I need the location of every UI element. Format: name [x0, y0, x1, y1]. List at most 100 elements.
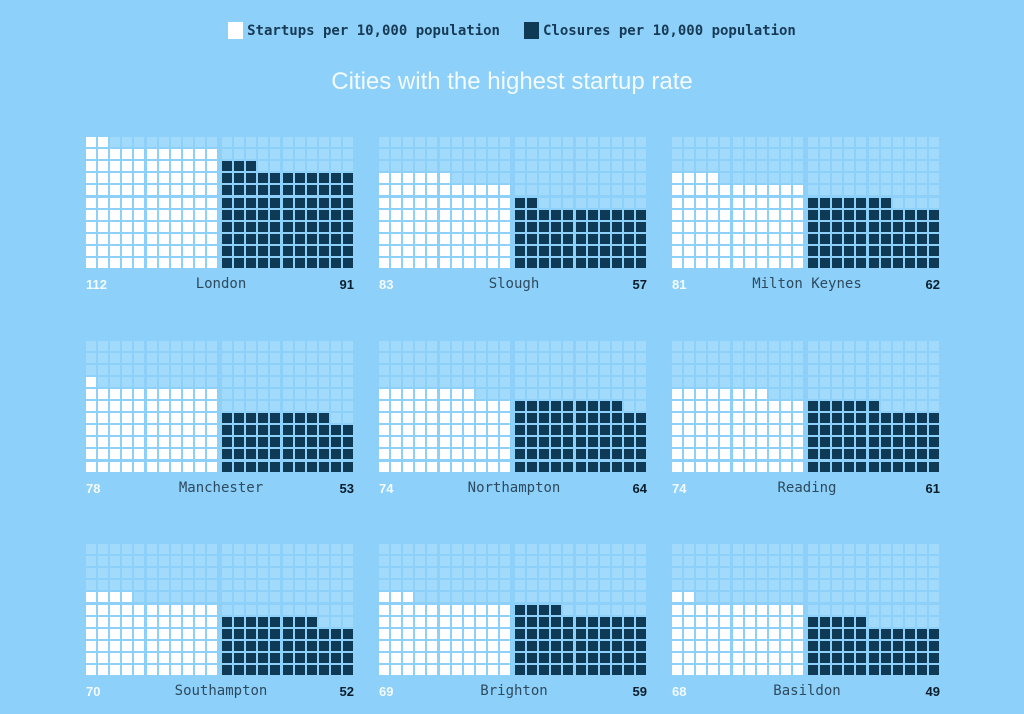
closures-cell — [868, 461, 879, 472]
startups-cell — [780, 652, 791, 663]
empty-cell — [270, 376, 281, 387]
startups-cell — [122, 592, 133, 603]
startups-cell — [500, 652, 510, 663]
closures-cell — [294, 665, 305, 675]
empty-cell — [415, 376, 426, 387]
startups-cell — [696, 258, 707, 268]
empty-cell — [551, 544, 562, 554]
closures-cell — [306, 665, 317, 675]
closures-cell — [563, 616, 574, 627]
startups-cell — [780, 413, 791, 424]
startups-cell — [427, 197, 438, 208]
startups-cell — [110, 161, 121, 172]
startups-cell — [391, 665, 402, 675]
startups-cell — [427, 449, 438, 460]
empty-cell — [306, 137, 317, 147]
empty-cell — [134, 544, 145, 554]
city-name: Manchester — [178, 479, 264, 496]
empty-cell — [343, 340, 353, 351]
startups-cell — [207, 604, 217, 615]
empty-cell — [527, 352, 538, 363]
closures-cell — [599, 425, 610, 436]
startups-cell — [672, 640, 682, 651]
startups-cell — [684, 652, 695, 663]
empty-cell — [306, 340, 317, 351]
startups-cell — [170, 173, 181, 184]
startups-cell — [379, 197, 389, 208]
closures-cell — [808, 233, 818, 244]
empty-cell — [623, 604, 634, 615]
startups-cell — [86, 413, 96, 424]
closures-cell — [587, 413, 598, 424]
startups-cell — [500, 185, 510, 196]
closures-cell — [808, 437, 818, 448]
empty-cell — [391, 352, 402, 363]
empty-cell — [575, 592, 586, 603]
empty-cell — [246, 592, 257, 603]
empty-cell — [768, 388, 779, 399]
empty-cell — [463, 352, 474, 363]
startups-cell — [684, 592, 695, 603]
empty-cell — [207, 376, 217, 387]
startups-cell — [768, 258, 779, 268]
empty-cell — [234, 340, 245, 351]
startups-cell — [379, 628, 389, 639]
closures-cell — [306, 209, 317, 220]
startups-cell — [439, 652, 450, 663]
empty-cell — [294, 592, 305, 603]
closures-cell — [222, 449, 232, 460]
empty-cell — [672, 544, 682, 554]
startups-cell — [86, 652, 96, 663]
closures-cell — [868, 449, 879, 460]
empty-cell — [892, 161, 903, 172]
empty-cell — [636, 197, 646, 208]
closures-cell — [270, 258, 281, 268]
closures-cell — [294, 449, 305, 460]
empty-cell — [222, 364, 232, 375]
startups-cell — [427, 425, 438, 436]
empty-cell — [330, 161, 341, 172]
empty-cell — [696, 580, 707, 591]
closures-cell — [856, 401, 867, 411]
startups-cell — [379, 209, 389, 220]
closures-cell — [527, 640, 538, 651]
empty-cell — [182, 137, 193, 147]
startups-cell — [684, 197, 695, 208]
closures-cell — [515, 221, 525, 232]
startups-cell — [500, 401, 510, 411]
startups-cell — [158, 388, 169, 399]
startups-cell — [487, 604, 498, 615]
empty-cell — [880, 401, 891, 411]
closures-swatch — [524, 22, 539, 39]
empty-cell — [587, 568, 598, 579]
startups-cell — [391, 173, 402, 184]
empty-cell — [258, 592, 269, 603]
startups-cell — [708, 449, 719, 460]
empty-cell — [403, 340, 414, 351]
closures-cell — [611, 221, 622, 232]
startups-cell — [158, 425, 169, 436]
empty-cell — [527, 173, 538, 184]
empty-cell — [780, 568, 791, 579]
closures-cell — [539, 652, 550, 663]
empty-cell — [563, 340, 574, 351]
empty-cell — [222, 388, 232, 399]
closures-cell — [539, 425, 550, 436]
empty-cell — [475, 137, 486, 147]
empty-cell — [403, 161, 414, 172]
empty-cell — [379, 364, 389, 375]
startups-cell — [86, 425, 96, 436]
closures-cell — [527, 616, 538, 627]
empty-cell — [587, 364, 598, 375]
empty-cell — [599, 173, 610, 184]
closures-cell — [856, 449, 867, 460]
empty-cell — [756, 352, 767, 363]
empty-cell — [306, 604, 317, 615]
startups-cell — [768, 413, 779, 424]
empty-cell — [539, 137, 550, 147]
startups-cell — [170, 185, 181, 196]
startups-cell — [86, 209, 96, 220]
empty-cell — [439, 364, 450, 375]
empty-cell — [391, 580, 402, 591]
closures-cell — [808, 413, 818, 424]
